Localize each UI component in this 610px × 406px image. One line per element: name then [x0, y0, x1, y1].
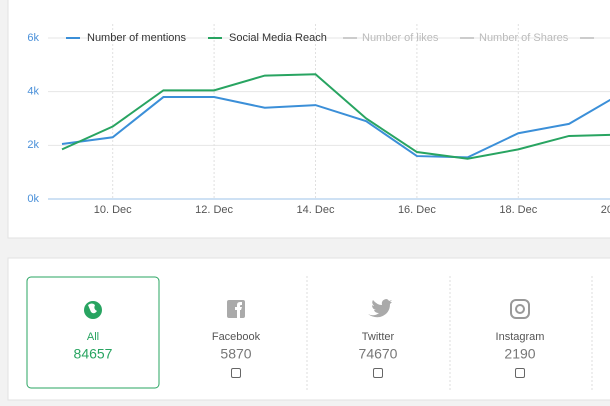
instagram-lens — [515, 304, 525, 314]
checkbox[interactable] — [515, 368, 525, 378]
channel-value: 5870 — [220, 346, 251, 362]
checkbox[interactable] — [373, 368, 383, 378]
x-tick-label: 12. Dec — [195, 204, 233, 216]
facebook-f — [235, 302, 242, 318]
legend-label[interactable]: Number of likes — [362, 32, 439, 44]
chart: 0k 2k 4k 6k 10. Dec 12. Dec 14. Dec 16. Dec 18. … — [27, 24, 610, 216]
x-tick-label: 16. Dec — [398, 204, 436, 216]
channel-label: Facebook — [212, 331, 261, 343]
y-tick-label: 6k — [27, 32, 39, 44]
chart-card — [7, 0, 610, 239]
channel-list: All 84657 Facebook 5870 Twitter 74670 Instagra… — [26, 276, 593, 390]
y-tick-label: 2k — [27, 139, 39, 151]
checkbox[interactable] — [231, 368, 241, 378]
channel-label: All — [87, 331, 99, 343]
channels-card — [7, 257, 610, 401]
twitter-icon — [368, 299, 392, 318]
y-tick-label: 4k — [27, 86, 39, 98]
channel-label: Twitter — [362, 331, 395, 343]
selected-box — [26, 276, 160, 389]
legend-label[interactable]: Number of Shares — [479, 32, 569, 44]
channel-value: 74670 — [359, 346, 398, 362]
legend-label[interactable]: Number of mentions — [87, 32, 187, 44]
y-tick-label: 0k — [27, 193, 39, 205]
x-tick-label: 14. Dec — [297, 204, 335, 216]
series-line — [61, 96, 610, 159]
channel-value: 84657 — [74, 346, 113, 362]
x-tick-label: 18. Dec — [499, 204, 537, 216]
x-tick-label: 10. Dec — [94, 204, 132, 216]
globe-land — [88, 303, 97, 314]
channel-value: 2190 — [504, 346, 535, 362]
legend-label[interactable]: Social Media Reach — [229, 32, 327, 44]
channel-label: Instagram — [496, 331, 545, 343]
instagram-icon — [510, 299, 530, 319]
x-tick-label: 20. Dec — [601, 204, 610, 216]
series-line — [61, 73, 610, 160]
